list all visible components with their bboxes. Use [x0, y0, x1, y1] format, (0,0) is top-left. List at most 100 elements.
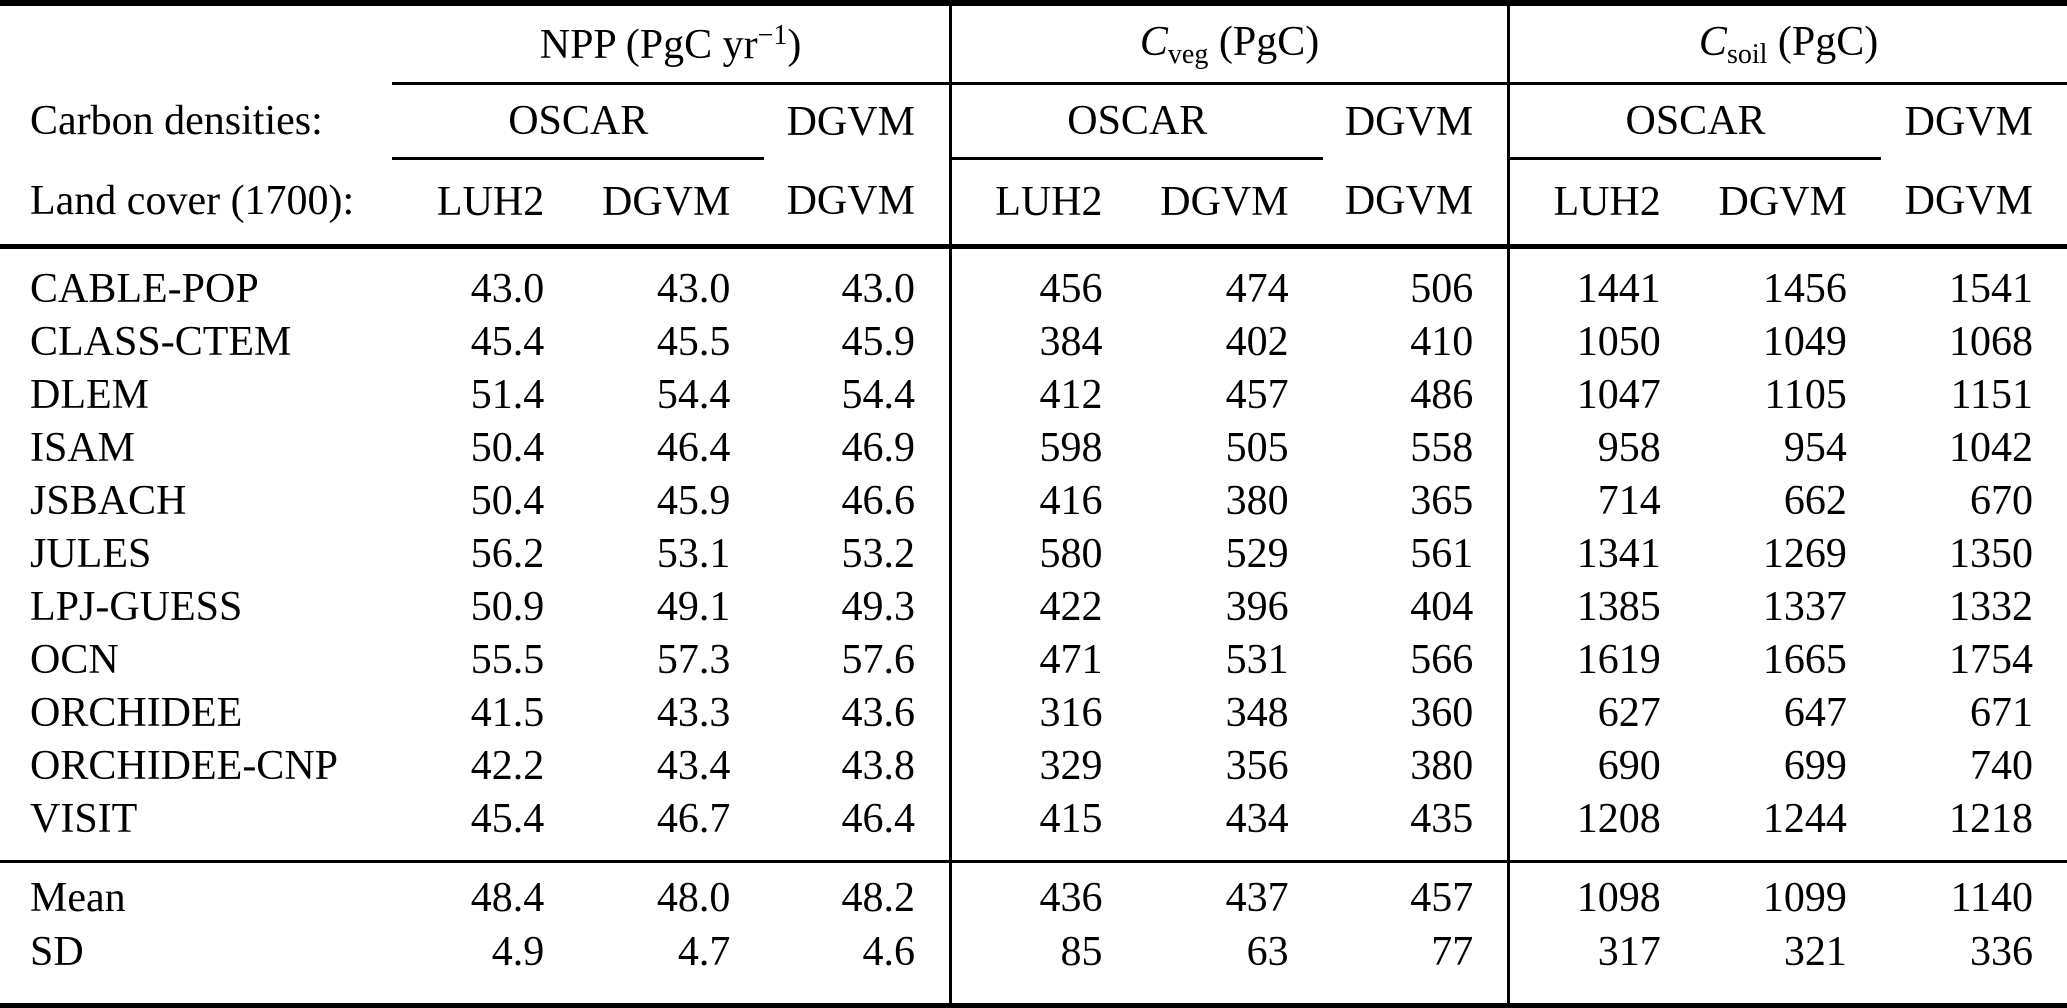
model-name: ORCHIDEE — [30, 690, 243, 736]
summary-rows: Mean 48.4 48.0 48.2 436 437 457 1098 1099 1140 SD 4… — [0, 860, 2067, 1006]
value-cell: 43.3 — [656, 690, 731, 736]
value-cell: 43.4 — [656, 743, 731, 789]
value-cell: 56.2 — [470, 531, 545, 577]
value-cell: 671 — [1970, 690, 2033, 736]
value-cell: 1068 — [1949, 319, 2033, 365]
value-cell: 415 — [948, 793, 1137, 862]
npp-dgvm-header: DGVM — [786, 98, 915, 145]
value-cell: 396 — [1225, 584, 1289, 630]
value-cell: 55.5 — [470, 637, 545, 683]
value-cell: 1341 — [1507, 528, 1695, 581]
value-cell: 435 — [1410, 796, 1474, 842]
value-cell: 49.1 — [656, 584, 731, 630]
value-cell: 43.0 — [656, 266, 731, 312]
table-row: JULES 56.2 53.1 53.2 580 529 561 1341 1269 1350 — [0, 528, 2067, 581]
npp-title-close: ) — [787, 21, 802, 68]
model-name: ORCHIDEE-CNP — [30, 743, 339, 789]
carbon-densities-label: Carbon densities: — [30, 98, 323, 144]
value-cell: 1151 — [1950, 372, 2033, 418]
csoil-subscript: soil — [1726, 38, 1768, 70]
npp-title-text: NPP (PgC yr — [539, 21, 758, 68]
value-cell: 48.4 — [392, 860, 579, 925]
value-cell: 57.6 — [841, 637, 915, 683]
value-cell: 45.9 — [656, 478, 731, 524]
value-cell: 54.4 — [841, 372, 915, 418]
csoil-oscar-header: OSCAR — [1507, 83, 1881, 160]
value-cell: 380 — [1225, 478, 1289, 524]
value-cell: 566 — [1410, 637, 1474, 683]
cveg-subscript: veg — [1167, 38, 1209, 70]
value-cell: 434 — [1225, 796, 1289, 842]
value-cell: 561 — [1410, 531, 1474, 577]
value-cell: 317 — [1507, 925, 1695, 1006]
value-cell: 53.2 — [841, 531, 915, 577]
value-cell: 46.4 — [656, 425, 731, 471]
value-cell: 1541 — [1949, 266, 2033, 312]
value-cell: 42.2 — [470, 743, 545, 789]
value-cell: 77 — [1431, 929, 1474, 975]
model-name: CLASS-CTEM — [30, 319, 292, 365]
value-cell: 1441 — [1507, 246, 1695, 316]
value-cell: 48.0 — [578, 860, 765, 925]
value-cell: 954 — [1783, 425, 1847, 471]
table-row: ORCHIDEE 41.5 43.3 43.6 316 348 360 627 647 671 — [0, 687, 2067, 740]
model-name: Mean — [0, 860, 393, 925]
value-cell: 558 — [1410, 425, 1474, 471]
value-cell: 436 — [948, 860, 1137, 925]
table-row: CLASS-CTEM 45.4 45.5 45.9 384 402 410 1050 1049 1… — [0, 316, 2067, 369]
cveg-symbol: C — [1139, 18, 1168, 65]
npp-luh2-col-header: LUH2 — [392, 158, 579, 249]
value-cell: 43.0 — [841, 266, 915, 312]
value-cell: 529 — [1225, 531, 1289, 577]
value-cell: 647 — [1783, 690, 1847, 736]
value-cell: 1456 — [1762, 266, 1847, 312]
value-cell: 63 — [1246, 929, 1289, 975]
summary-row: SD 4.9 4.7 4.6 85 63 77 317 321 336 — [0, 925, 2067, 1006]
value-cell: 531 — [1225, 637, 1289, 683]
model-name: DLEM — [30, 372, 149, 418]
table-row: DLEM 51.4 54.4 54.4 412 457 486 1047 1105 1151 — [0, 369, 2067, 422]
value-cell: 1269 — [1762, 531, 1847, 577]
table-row: JSBACH 50.4 45.9 46.6 416 380 365 714 662 670 — [0, 475, 2067, 528]
value-cell: 422 — [948, 581, 1137, 634]
value-cell: 50.4 — [470, 425, 545, 471]
value-cell: 486 — [1410, 372, 1474, 418]
value-cell: 57.3 — [656, 637, 731, 683]
value-cell: 49.3 — [841, 584, 915, 630]
value-cell: 474 — [1225, 266, 1289, 312]
value-cell: 43.8 — [841, 743, 915, 789]
table-row: ORCHIDEE-CNP 42.2 43.4 43.8 329 356 380 690 699 7… — [0, 740, 2067, 793]
value-cell: 662 — [1783, 478, 1847, 524]
npp-dgvm-col-header: DGVM — [578, 158, 765, 249]
value-cell: 1099 — [1694, 860, 1881, 925]
model-name: LPJ-GUESS — [30, 584, 243, 630]
group-header-npp: NPP (PgC yr−1) — [392, 3, 951, 85]
cveg-dgvm-col-header: DGVM — [1136, 158, 1323, 249]
value-cell: 46.6 — [841, 478, 915, 524]
value-cell: 329 — [948, 740, 1137, 793]
value-cell: 580 — [948, 528, 1137, 581]
value-cell: 670 — [1970, 478, 2033, 524]
cveg-oscar-header: OSCAR — [948, 83, 1323, 160]
value-cell: 4.7 — [677, 929, 731, 975]
value-cell: 404 — [1410, 584, 1474, 630]
value-cell: 321 — [1783, 929, 1847, 975]
value-cell: 1047 — [1507, 369, 1695, 422]
value-cell: 43.0 — [470, 266, 545, 312]
value-cell: 348 — [1225, 690, 1289, 736]
value-cell: 4.9 — [491, 929, 545, 975]
value-cell: 1332 — [1949, 584, 2033, 630]
value-cell: 384 — [948, 316, 1137, 369]
model-name: JULES — [30, 531, 152, 577]
csoil-unit: (PgC) — [1767, 18, 1879, 65]
value-cell: 416 — [948, 475, 1137, 528]
carbon-densities-row: Carbon densities: OSCAR DGVM OSCAR DGVM … — [0, 83, 2067, 160]
csoil-dgvm-header: DGVM — [1904, 98, 2033, 145]
group-header-csoil: Csoil (PgC) — [1507, 3, 2067, 85]
value-cell: 4.6 — [862, 929, 915, 975]
value-cell: 402 — [1225, 319, 1289, 365]
npp-oscar-header: OSCAR — [392, 83, 765, 160]
cveg-luh2-col-header: LUH2 — [948, 158, 1137, 249]
value-cell: 46.4 — [841, 796, 915, 842]
